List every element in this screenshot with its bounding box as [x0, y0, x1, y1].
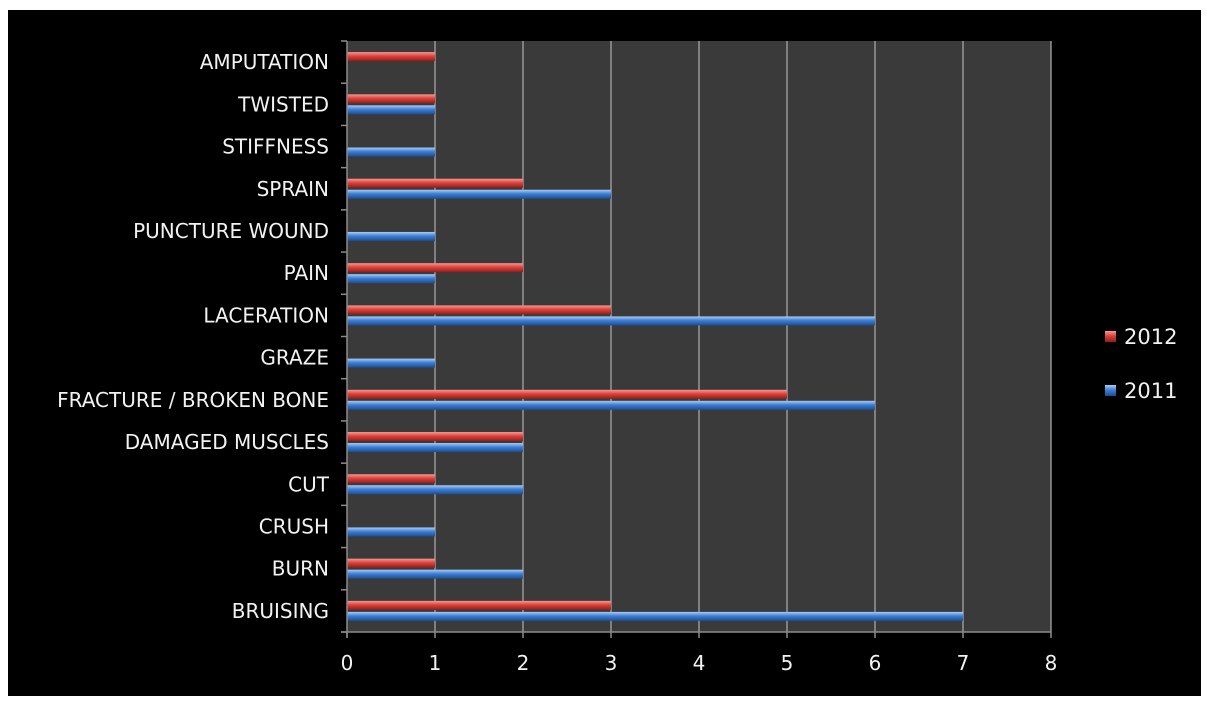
bar-2012-cut	[347, 474, 435, 484]
category-label: TWISTED	[237, 92, 329, 116]
category-label: CUT	[288, 472, 330, 496]
x-tick-label: 6	[869, 651, 882, 675]
chart-frame: AMPUTATION TWISTED STIFFNESS SPRAIN PUNCTURE…	[8, 10, 1201, 696]
bar-2011-twisted	[347, 105, 435, 115]
axes	[341, 40, 1052, 638]
bar-2011-fracture-broken-bone	[347, 400, 875, 410]
bar-2011-crush	[347, 527, 435, 537]
x-tick-label: 1	[429, 651, 442, 675]
category-label: GRAZE	[260, 346, 329, 370]
bar-2011-laceration	[347, 316, 875, 326]
x-tick-label: 2	[517, 651, 530, 675]
bar-2011-burn	[347, 569, 523, 579]
category-label: BURN	[272, 557, 329, 581]
bar-2012-twisted	[347, 94, 435, 104]
bar-2011-bruising	[347, 611, 963, 621]
legend-label-2012: 2012	[1124, 325, 1177, 349]
bar-2011-cut	[347, 485, 523, 495]
bar-2011-damaged-muscles	[347, 443, 523, 453]
legend-label-2011: 2011	[1124, 379, 1177, 403]
category-label: DAMAGED MUSCLES	[125, 430, 329, 454]
bars	[347, 52, 963, 621]
x-tick-label: 0	[341, 651, 354, 675]
category-label: CRUSH	[259, 514, 329, 538]
gridlines	[434, 41, 1052, 632]
category-label: LACERATION	[203, 303, 329, 327]
x-tick-label: 3	[605, 651, 618, 675]
category-label: STIFFNESS	[222, 135, 329, 159]
bar-2012-laceration	[347, 305, 611, 315]
bar-2012-amputation	[347, 52, 435, 62]
bar-2012-damaged-muscles	[347, 432, 523, 442]
category-label: AMPUTATION	[200, 50, 329, 74]
bar-2011-sprain	[347, 189, 611, 199]
bar-chart: AMPUTATION TWISTED STIFFNESS SPRAIN PUNCTURE…	[57, 40, 1177, 675]
bar-2012-pain	[347, 263, 523, 273]
category-label: PAIN	[284, 261, 329, 285]
category-label: FRACTURE / BROKEN BONE	[57, 388, 329, 412]
bar-2011-puncture-wound	[347, 231, 435, 241]
x-tick-labels: 0 1 2 3 4 5 6 7 8	[341, 651, 1058, 675]
bar-2012-burn	[347, 558, 435, 568]
category-labels: AMPUTATION TWISTED STIFFNESS SPRAIN PUNCTURE…	[57, 50, 330, 623]
bar-2012-bruising	[347, 600, 611, 610]
x-tick-label: 7	[957, 651, 970, 675]
bar-2012-fracture-broken-bone	[347, 389, 787, 399]
legend-swatch-2011	[1105, 385, 1116, 396]
x-tick-label: 8	[1045, 651, 1058, 675]
bar-2012-sprain	[347, 178, 523, 188]
x-tick-label: 5	[781, 651, 794, 675]
category-label: PUNCTURE WOUND	[133, 219, 329, 243]
legend-swatch-2012	[1105, 331, 1116, 342]
x-tick-label: 4	[693, 651, 706, 675]
bar-2011-graze	[347, 358, 435, 368]
legend: 2012 2011	[1105, 325, 1177, 403]
bar-2011-pain	[347, 274, 435, 284]
category-label: BRUISING	[232, 599, 329, 623]
category-label: SPRAIN	[257, 177, 329, 201]
bar-2011-stiffness	[347, 147, 435, 157]
